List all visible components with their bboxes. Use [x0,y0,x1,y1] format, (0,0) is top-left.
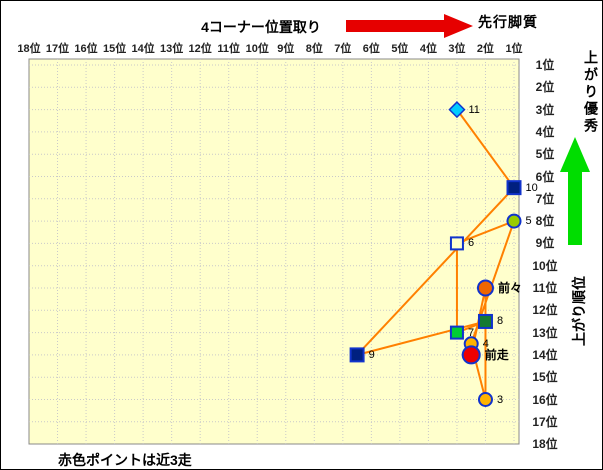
y-tick-label: 2位 [535,80,555,95]
data-point-square [349,347,365,363]
y-tick-label: 18位 [532,437,558,452]
x-tick-label: 8位 [305,43,323,55]
x-tick-label: 15位 [102,43,127,55]
data-point-square [449,325,464,340]
x-tick-label: 3位 [448,43,466,55]
y-tick-label: 4位 [535,124,555,139]
x-tick-label: 10位 [245,43,269,55]
point-label: 4 [482,337,489,350]
data-point-circle [477,392,493,407]
x-tick-label: 9位 [277,43,295,55]
plot-area [28,58,520,445]
y-tick-label: 11位 [532,281,558,295]
point-label: 前走 [484,347,509,362]
data-point-square [506,180,522,196]
point-label: 11 [468,103,480,116]
agari-rank-axis-label: 上がり順位 [571,276,587,346]
x-tick-label: 14位 [131,43,155,55]
y-tick-label: 17位 [532,414,558,429]
point-label: 6 [467,237,475,250]
x-tick-label: 5位 [391,43,409,55]
right-arrow-shape [346,14,473,38]
y-tick-label: 10位 [532,258,558,273]
y-tick-label: 14位 [532,347,558,362]
point-label: 前々 [497,281,522,295]
connector-line [456,109,515,189]
x-tick-label: 6位 [362,43,380,55]
y-tick-label: 13位 [532,325,558,340]
agari-excellent-label: 上がり優秀 [583,50,599,135]
x-tick-label: 4位 [419,43,437,55]
x-tick-label: 2位 [476,43,495,55]
point-label: 5 [525,215,532,228]
up-arrow-shape [560,137,590,245]
data-point-square [449,236,464,251]
front-runner-style-label: 先行脚質 [478,14,538,30]
x-tick-label: 18位 [17,43,41,55]
x-tick-label: 17位 [45,43,70,55]
y-tick-label: 6位 [535,169,555,184]
connector-line [356,186,515,356]
connector-line [456,220,515,245]
y-tick-label: 1位 [535,58,555,72]
footer-note: 赤色ポイントは近3走 [58,452,192,468]
up-arrow-icon [560,137,590,245]
chart-title: 4コーナー位置取り [201,19,321,35]
x-tick-label: 13位 [160,43,184,55]
y-tick-label: 9位 [535,236,555,251]
connector-line [356,320,486,356]
y-tick-label: 8位 [535,214,555,229]
x-tick-label: 12位 [188,43,212,55]
data-point-diamond [448,101,466,119]
data-point-square [477,313,493,329]
x-tick-label: 11位 [217,43,241,55]
point-label: 8 [496,315,504,328]
x-tick-label: 16位 [74,43,98,55]
y-tick-label: 5位 [535,147,555,162]
data-point-circle [476,279,494,297]
y-tick-label: 16位 [532,392,558,407]
point-label: 3 [496,393,504,406]
data-point-circle [461,345,481,365]
y-tick-label: 3位 [535,102,555,117]
y-tick-label: 12位 [532,303,558,318]
point-label: 9 [368,348,375,361]
x-tick-label: 7位 [334,43,352,55]
point-label: 10 [525,181,538,194]
point-label: 7 [467,326,475,339]
y-tick-label: 7位 [535,191,555,206]
data-point-circle [506,213,522,229]
right-arrow-icon [346,14,473,38]
y-tick-label: 15位 [532,370,558,385]
x-tick-label: 1位 [505,43,523,55]
